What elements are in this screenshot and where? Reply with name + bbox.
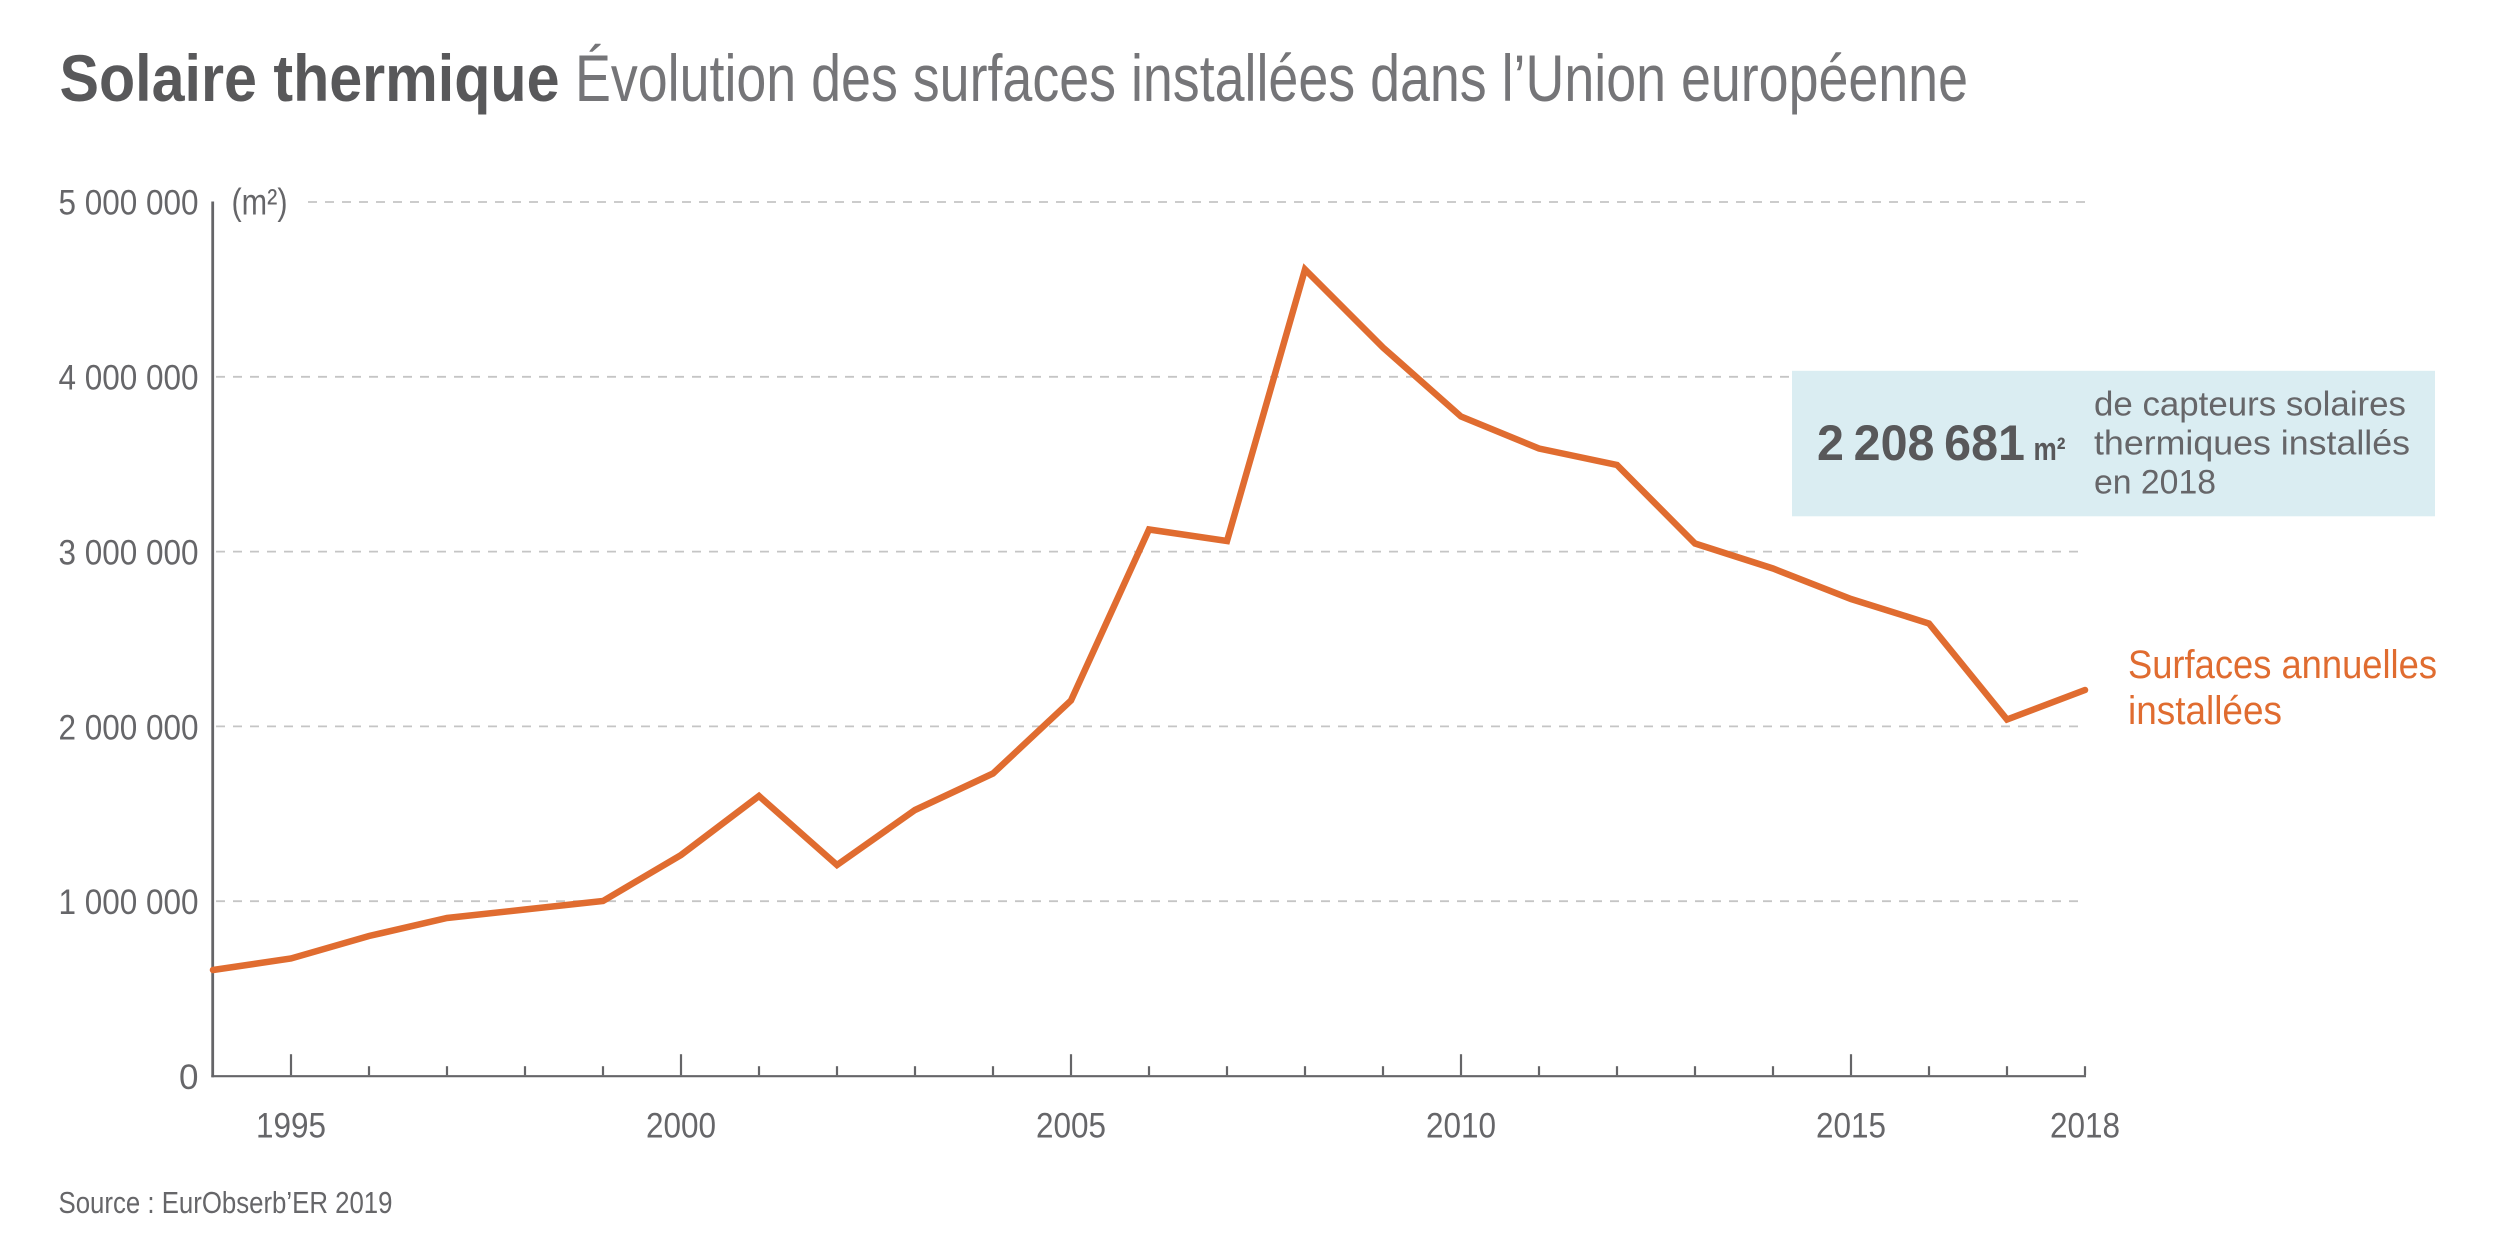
svg-text:0: 0 <box>179 1058 198 1097</box>
svg-text:thermiques installés: thermiques installés <box>2094 425 2410 463</box>
svg-text:de capteurs solaires: de capteurs solaires <box>2094 386 2406 424</box>
svg-text:1995: 1995 <box>256 1107 326 1146</box>
svg-text:2018: 2018 <box>2050 1107 2120 1146</box>
svg-text:4 000 000: 4 000 000 <box>59 359 199 398</box>
svg-text:Source : EurObserb’ER 2019: Source : EurObserb’ER 2019 <box>59 1185 393 1220</box>
svg-text:m²: m² <box>2034 431 2066 467</box>
svg-text:Évolution des surfaces install: Évolution des surfaces installées dans l… <box>575 41 1968 115</box>
svg-text:1 000 000: 1 000 000 <box>59 883 199 922</box>
svg-text:3 000 000: 3 000 000 <box>59 534 199 573</box>
svg-text:(m²): (m²) <box>232 182 288 223</box>
svg-text:Surfaces annuelles: Surfaces annuelles <box>2128 643 2437 687</box>
svg-text:en 2018: en 2018 <box>2094 464 2216 502</box>
svg-text:Solaire thermique: Solaire thermique <box>60 41 560 115</box>
svg-text:2000: 2000 <box>646 1107 716 1146</box>
svg-text:2 000 000: 2 000 000 <box>59 709 199 748</box>
svg-text:2015: 2015 <box>1816 1107 1886 1146</box>
svg-text:2 208 681: 2 208 681 <box>1817 415 2025 471</box>
svg-text:2005: 2005 <box>1036 1107 1106 1146</box>
svg-text:5 000 000: 5 000 000 <box>59 184 199 223</box>
svg-text:2010: 2010 <box>1426 1107 1496 1146</box>
svg-text:installées: installées <box>2128 689 2282 733</box>
